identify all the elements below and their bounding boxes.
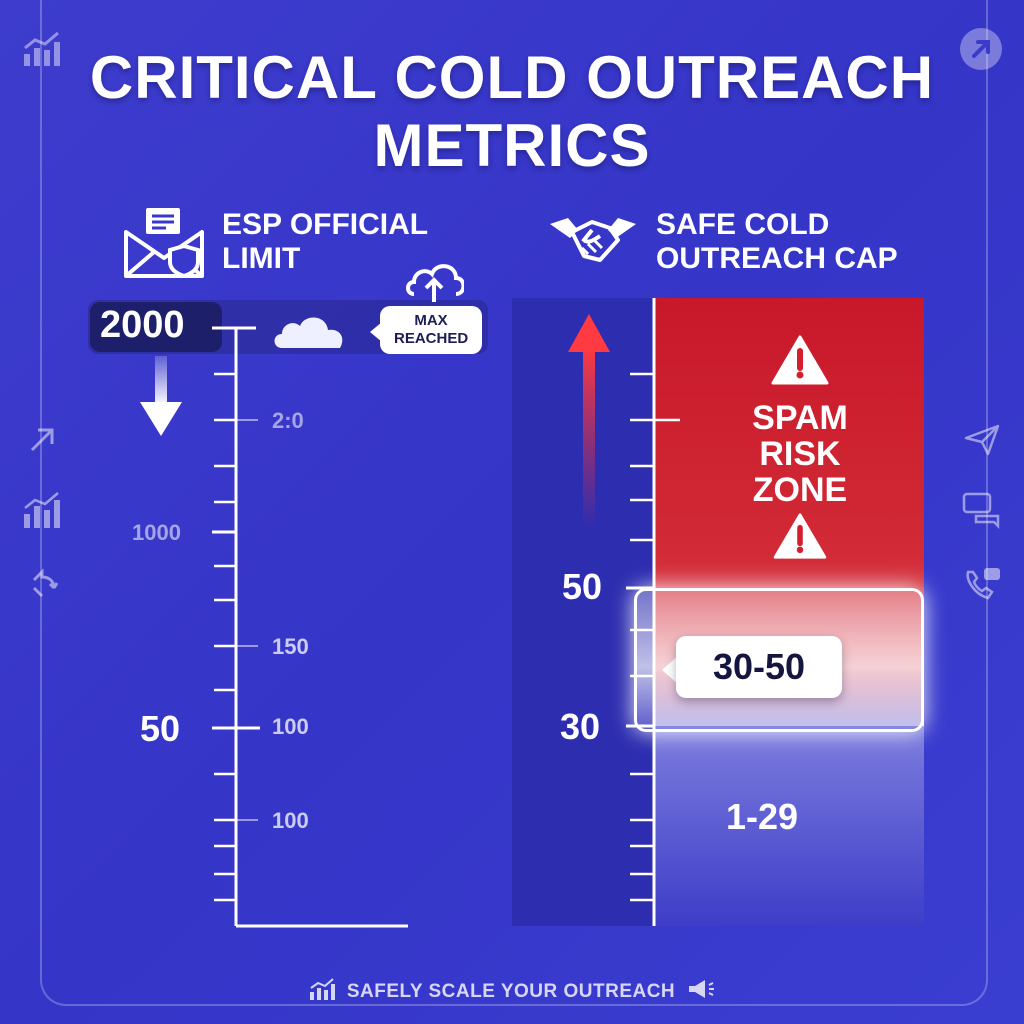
tick-label-1000: 1000	[132, 520, 181, 545]
safe-range-text: 30-50	[712, 646, 806, 687]
arrow-up-icon	[568, 314, 610, 530]
low-range-label: 1-29	[726, 796, 799, 837]
expand-arrow-icon[interactable]	[960, 28, 1002, 70]
growth-chart-icon	[24, 31, 60, 66]
footer-text: SAFELY SCALE YOUR OUTREACH	[346, 981, 676, 1002]
max-value: 2000	[100, 304, 185, 346]
safe-range-badge: 30-50	[676, 636, 842, 698]
arrow-down-icon	[140, 356, 182, 436]
page-title: CRITICAL COLD OUTREACH METRICS	[89, 44, 935, 179]
upload-cloud-icon	[406, 264, 464, 302]
warning-icon	[771, 335, 829, 385]
megaphone-icon	[688, 980, 714, 998]
tick-label-upper: 2:0	[272, 408, 304, 433]
envelope-shield-icon	[124, 208, 204, 278]
phone-chat-icon	[966, 568, 1000, 600]
max-reached-text: MAX REACHED	[394, 312, 469, 347]
tick-label-150: 150	[272, 634, 309, 659]
tick-label-100: 100	[272, 714, 309, 739]
handshake-icon	[550, 218, 636, 262]
max-reached-callout: MAX REACHED	[380, 306, 482, 354]
tick-label-100-lower: 100	[272, 808, 309, 833]
warning-icon-lower	[773, 513, 827, 559]
callout-pointer	[370, 322, 382, 342]
footer: SAFELY SCALE YOUR OUTREACH	[0, 978, 1024, 1003]
tick-label-50: 50	[140, 708, 181, 749]
spam-risk-label: SPAM RISK ZONE	[752, 399, 848, 509]
safe-cap-heading: SAFE COLD OUTREACH CAP	[656, 208, 898, 275]
refresh-arrows-icon	[32, 568, 59, 598]
chat-bubbles-icon	[962, 492, 1000, 530]
esp-limit-heading: ESP OFFICIAL LIMIT	[222, 208, 428, 275]
esp-limit-scale: 2000 MAX REACHED	[0, 0, 512, 1024]
cloud-icon	[274, 317, 343, 348]
cap-value-50: 50	[562, 566, 603, 607]
footer-chart-icon	[310, 978, 336, 1000]
max-value-badge	[90, 302, 222, 352]
cap-value-30: 30	[560, 706, 601, 747]
bar-chart-icon	[24, 492, 60, 528]
esp-axis	[0, 0, 512, 1024]
low-zone	[654, 726, 924, 926]
safe-range-pointer	[662, 656, 678, 684]
paper-plane-icon	[964, 424, 1000, 456]
arrow-up-right-icon	[30, 428, 54, 452]
